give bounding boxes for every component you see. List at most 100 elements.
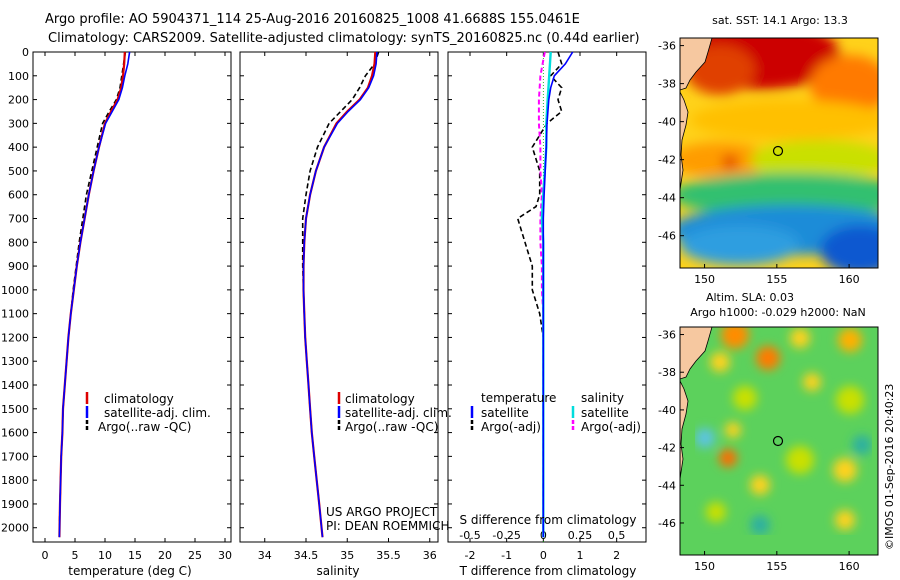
legend-satellite: satellite-adj. clim. xyxy=(104,406,211,420)
depth-tick-label: 1600 xyxy=(1,427,29,440)
sla-map-title-2: Argo h1000: -0.029 h2000: NaN xyxy=(690,306,866,319)
legend-satellite: satellite-adj. clim. xyxy=(345,406,452,420)
depth-tick-label: 700 xyxy=(8,213,29,226)
sla-map xyxy=(680,327,878,555)
x-tick-label: 20 xyxy=(158,549,172,562)
pi-credit: PI: DEAN ROEMMICH xyxy=(326,519,449,533)
depth-tick-label: 200 xyxy=(8,94,29,107)
map-y-tick-label: -42 xyxy=(658,154,676,167)
difference-legend: temperature satellite Argo(-adj) salinit… xyxy=(470,391,641,434)
map-x-tick-label: 160 xyxy=(839,560,860,573)
depth-tick-label: 1800 xyxy=(1,474,29,487)
depth-tick-label: 2000 xyxy=(1,522,29,535)
legend-s-argo: Argo(-adj) xyxy=(581,420,641,434)
sst-map-title: sat. SST: 14.1 Argo: 13.3 xyxy=(712,14,848,27)
series-line-s-argo-adj- xyxy=(537,51,546,528)
depth-tick-label: 400 xyxy=(8,141,29,154)
imos-credit: ©IMOS 01-Sep-2016 20:40:23 xyxy=(883,384,896,550)
series-line-t-argo-adj- xyxy=(516,51,563,528)
series-line-satellite-adj-clim- xyxy=(58,51,131,538)
depth-tick-label: 1300 xyxy=(1,355,29,368)
s-difference-label: S difference from climatology xyxy=(460,513,637,527)
x-tick-label: 35.5 xyxy=(376,549,401,562)
map-y-tick-label: -44 xyxy=(658,479,676,492)
legend-salinity-title: salinity xyxy=(581,391,624,405)
depth-tick-label: 600 xyxy=(8,189,29,202)
depth-tick-label: 0 xyxy=(22,46,29,59)
header-line-1: Argo profile: AO 5904371_114 25-Aug-2016… xyxy=(45,12,580,27)
series-line-t-satellite xyxy=(542,51,574,538)
x-tick-label: 30 xyxy=(218,549,232,562)
sst-argo-marker xyxy=(772,145,784,157)
difference-xlabel: T difference from climatology xyxy=(459,564,637,578)
legend-t-satellite: satellite xyxy=(481,406,529,420)
sla-map-ticks: 150 155 160 -36 -38 -40 -42 -44 -46 xyxy=(658,329,860,573)
s-tick-label: -0.5 xyxy=(459,529,480,542)
depth-tick-label: 500 xyxy=(8,165,29,178)
s-tick-label: -0.25 xyxy=(492,529,520,542)
depth-tick-label: 1100 xyxy=(1,308,29,321)
sst-map-ticks: 150 155 160 -36 -38 -40 -42 -44 -46 xyxy=(658,40,860,286)
depth-tick-label: 1700 xyxy=(1,450,29,463)
map-y-tick-label: -36 xyxy=(658,329,676,342)
depth-tick-labels: 0 100 200 300 400 500 600 700 800 900 1000 1100 1200… xyxy=(1,46,29,535)
depth-tick-label: 1400 xyxy=(1,379,29,392)
x-tick-label: 1 xyxy=(577,549,584,562)
x-tick-label: 0 xyxy=(540,549,547,562)
x-tick-label: 2 xyxy=(613,549,620,562)
series-line-satellite-adj-clim- xyxy=(302,51,378,538)
legend-climatology: climatology xyxy=(104,392,174,406)
depth-tick-label: 1200 xyxy=(1,331,29,344)
x-tick-label: 36 xyxy=(423,549,437,562)
x-tick-label: 0 xyxy=(42,549,49,562)
map-y-tick-label: -36 xyxy=(658,40,676,53)
legend-s-satellite: satellite xyxy=(581,406,629,420)
x-tick-label: -1 xyxy=(501,549,512,562)
x-tick-label: 15 xyxy=(128,549,142,562)
x-tick-label: 35 xyxy=(340,549,354,562)
salinity-xlabel: salinity xyxy=(316,564,359,578)
map-y-tick-label: -38 xyxy=(658,366,676,379)
salinity-axes xyxy=(239,51,439,543)
legend-climatology: climatology xyxy=(345,392,415,406)
difference-plot: -2 -1 0 1 2-0.5 -0.25 0 0.25 0.5 xyxy=(448,51,646,562)
depth-tick-label: 900 xyxy=(8,260,29,273)
map-x-tick-label: 160 xyxy=(839,273,860,286)
legend-argo: Argo(..raw -QC) xyxy=(345,420,438,434)
depth-tick-label: 1000 xyxy=(1,284,29,297)
map-y-tick-label: -38 xyxy=(658,78,676,91)
legend-argo: Argo(..raw -QC) xyxy=(98,420,191,434)
x-tick-label: 34 xyxy=(258,549,272,562)
temperature-legend: climatology satellite-adj. clim. Argo(..… xyxy=(85,392,211,434)
map-y-tick-label: -40 xyxy=(658,404,676,417)
depth-tick-label: 300 xyxy=(8,117,29,130)
depth-tick-label: 100 xyxy=(8,70,29,83)
map-x-tick-label: 150 xyxy=(694,273,715,286)
sla-map-title-1: Altim. SLA: 0.03 xyxy=(706,291,794,304)
x-tick-label: 25 xyxy=(188,549,202,562)
map-y-tick-label: -40 xyxy=(658,116,676,129)
map-x-tick-label: 150 xyxy=(694,560,715,573)
depth-tick-label: 800 xyxy=(8,236,29,249)
legend-temperature-title: temperature xyxy=(481,391,556,405)
map-y-tick-label: -44 xyxy=(658,192,676,205)
map-y-tick-label: -46 xyxy=(658,517,676,530)
x-tick-label: -2 xyxy=(465,549,476,562)
salinity-legend: climatology satellite-adj. clim. Argo(..… xyxy=(337,392,452,434)
temperature-axes xyxy=(32,51,232,543)
map-y-tick-label: -46 xyxy=(658,230,676,243)
x-tick-label: 34.5 xyxy=(294,549,319,562)
header-line-2: Climatology: CARS2009. Satellite-adjuste… xyxy=(48,31,640,46)
salinity-plot: 34 34.5 35 35.5 36 xyxy=(240,51,438,562)
difference-axes xyxy=(447,51,647,543)
series-line-argo-raw-qc- xyxy=(58,51,127,528)
sla-argo-marker xyxy=(772,435,784,447)
x-tick-label: 10 xyxy=(98,549,112,562)
x-tick-label: 5 xyxy=(72,549,79,562)
temperature-xlabel: temperature (deg C) xyxy=(68,564,191,578)
project-credit: US ARGO PROJECT xyxy=(326,505,438,519)
sst-map xyxy=(680,38,878,268)
s-tick-label: 0.5 xyxy=(608,529,626,542)
s-tick-label: 0.25 xyxy=(568,529,593,542)
